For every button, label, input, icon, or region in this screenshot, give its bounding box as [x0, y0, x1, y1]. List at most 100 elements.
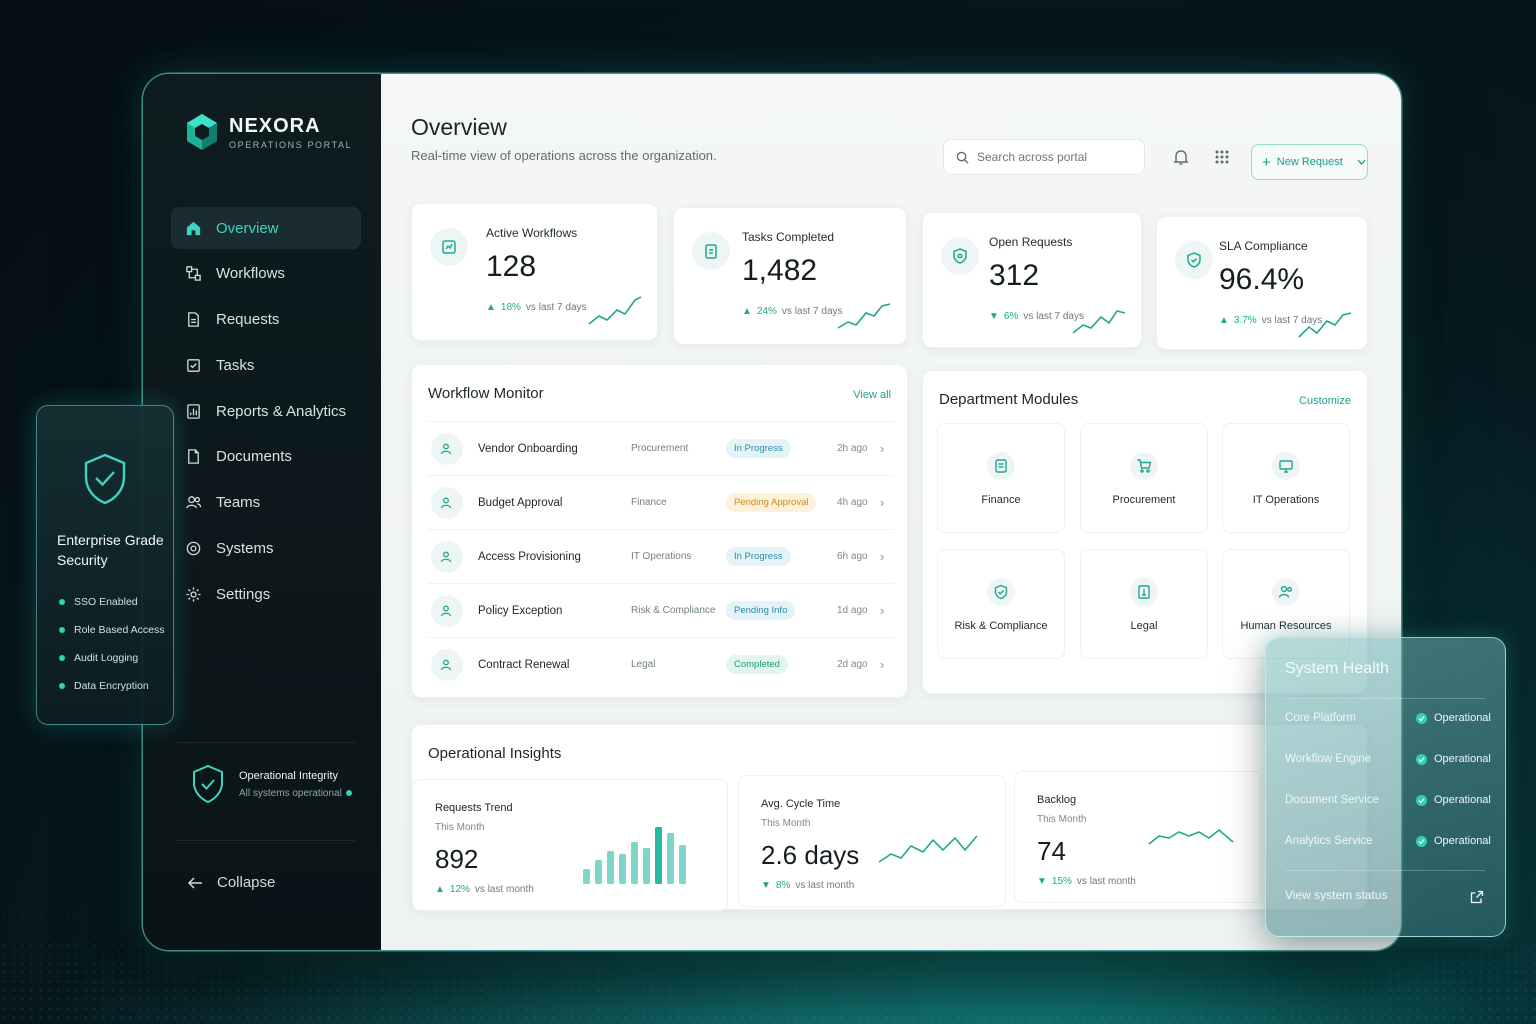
divider [1285, 870, 1485, 871]
requests-bar-chart [583, 827, 686, 884]
operational-insights-panel: Operational Insights Requests Trend This… [411, 724, 1368, 911]
delta-text: vs last month [474, 884, 534, 895]
bar [619, 854, 626, 884]
table-row[interactable]: Contract Renewal Legal Completed 2d ago … [428, 637, 894, 691]
insight-card-cycle-time[interactable]: Avg. Cycle Time This Month 2.6 days ▼ 8% v… [738, 775, 1006, 907]
check-icon [1416, 794, 1427, 806]
table-row[interactable]: Vendor Onboarding Procurement In Progres… [428, 421, 894, 475]
chevron-right-icon[interactable]: › [880, 495, 885, 510]
collapse-button[interactable]: Collapse [187, 874, 275, 891]
workflow-dept: Finance [631, 497, 667, 508]
module-label: IT Operations [1252, 494, 1320, 506]
status-label: Operational [1434, 712, 1491, 724]
brand[interactable]: NEXORA OPERATIONS PORTAL [185, 112, 352, 152]
external-link-icon[interactable] [1470, 890, 1484, 904]
module-finance[interactable]: Finance [937, 423, 1065, 533]
delta-text: vs last 7 days [781, 306, 843, 317]
stat-label: Active Workflows [486, 226, 578, 240]
workflow-time: 1d ago [837, 605, 868, 616]
sidebar-item-systems[interactable]: Systems [171, 528, 361, 570]
plus-icon: + [1262, 153, 1271, 171]
insight-card-requests-trend[interactable]: Requests Trend This Month 892 ▲ 12% vs las… [412, 779, 728, 911]
view-system-status-link[interactable]: View system status [1285, 888, 1388, 902]
status-badge: Completed [726, 655, 788, 674]
stat-card-open-requests[interactable]: Open Requests 312 ▼ 6% vs last 7 days [922, 212, 1142, 348]
table-row[interactable]: Policy Exception Risk & Compliance Pendi… [428, 583, 894, 637]
chevron-right-icon[interactable]: › [880, 549, 885, 564]
stat-label: Tasks Completed [742, 230, 835, 244]
chevron-right-icon[interactable]: › [880, 603, 885, 618]
module-label: Procurement [1112, 494, 1176, 506]
sparkline-chart [588, 296, 642, 325]
status-label: Operational [1434, 794, 1491, 806]
shield-check-icon [84, 453, 126, 505]
shield-icon [941, 237, 979, 275]
cart-icon [1130, 452, 1158, 480]
insight-period: This Month [761, 818, 811, 829]
status-label: Operational [1434, 835, 1491, 847]
status-badge: Pending Info [726, 601, 796, 620]
workflow-icon [186, 266, 201, 282]
health-row: Workflow Engine Operational [1285, 739, 1491, 779]
sidebar-item-settings[interactable]: Settings [171, 573, 361, 615]
security-title: Enterprise Grade Security [57, 532, 164, 568]
stat-card-active-workflows[interactable]: Active Workflows 128 ▲ 18% vs last 7 days [411, 203, 658, 341]
insight-delta: ▲ 12% vs last month [435, 884, 534, 895]
customize-link[interactable]: Customize [1299, 395, 1351, 407]
page-subtitle: Real-time view of operations across the … [411, 148, 717, 163]
module-procurement[interactable]: Procurement [1080, 423, 1208, 533]
brand-subtitle: OPERATIONS PORTAL [229, 139, 353, 150]
bell-icon[interactable] [1170, 146, 1192, 168]
sidebar-item-tasks[interactable]: Tasks [171, 344, 361, 386]
bar [643, 848, 650, 884]
workflow-time: 4h ago [837, 497, 868, 508]
module-legal[interactable]: Legal [1080, 549, 1208, 659]
sparkline-chart [1072, 310, 1126, 334]
stat-card-tasks-completed[interactable]: Tasks Completed 1,482 ▲ 24% vs last 7 days [673, 207, 907, 345]
stat-label: Open Requests [989, 235, 1073, 249]
module-risk-compliance[interactable]: Risk & Compliance [937, 549, 1065, 659]
triangle-up-icon: ▲ [435, 884, 445, 895]
home-icon [186, 221, 201, 235]
search-placeholder: Search across portal [977, 150, 1088, 164]
delta-value: 3.7% [1233, 315, 1257, 326]
feature-label: Data Encryption [74, 680, 149, 692]
bar [655, 827, 662, 884]
status-badge: In Progress [726, 439, 791, 458]
sidebar-item-reports[interactable]: Reports & Analytics [171, 390, 361, 432]
module-it-operations[interactable]: IT Operations [1222, 423, 1350, 533]
triangle-up-icon: ▲ [742, 306, 752, 317]
delta-value: 8% [775, 880, 791, 891]
service-status: Operational [1416, 712, 1491, 724]
table-row[interactable]: Budget Approval Finance Pending Approval… [428, 475, 894, 529]
operational-integrity: Operational Integrity All systems operat… [191, 764, 352, 804]
triangle-down-icon: ▼ [1037, 876, 1047, 887]
sidebar-item-workflows[interactable]: Workflows [171, 253, 361, 295]
chevron-right-icon[interactable]: › [880, 441, 885, 456]
file-icon [188, 449, 199, 465]
view-all-link[interactable]: View all [853, 389, 891, 401]
insight-card-backlog[interactable]: Backlog This Month 74 ▼ 15% vs last month [1014, 771, 1262, 903]
new-request-label: New Request [1276, 156, 1343, 168]
search-input[interactable]: Search across portal [943, 139, 1145, 175]
sidebar-item-documents[interactable]: Documents [171, 436, 361, 478]
workflow-time: 2h ago [837, 443, 868, 454]
service-name: Workflow Engine [1285, 753, 1372, 765]
health-row: Core Platform Operational [1285, 698, 1491, 738]
sidebar-item-overview[interactable]: Overview [171, 207, 361, 249]
shield-check-icon [1175, 241, 1213, 279]
collapse-label: Collapse [217, 874, 276, 891]
stat-card-sla-compliance[interactable]: SLA Compliance 96.4% ▲ 3.7% vs last 7 days [1156, 216, 1368, 350]
insight-period: This Month [1037, 814, 1087, 825]
system-health-card: System Health Core Platform Operational … [1265, 637, 1506, 937]
chevron-right-icon[interactable]: › [880, 657, 885, 672]
new-request-button[interactable]: + New Request [1251, 144, 1368, 180]
workflow-name: Access Provisioning [478, 550, 581, 563]
insight-title: Requests Trend [435, 802, 513, 814]
sidebar-item-requests[interactable]: Requests [171, 299, 361, 341]
sidebar-item-teams[interactable]: Teams [171, 482, 361, 524]
monitor-icon [1272, 452, 1300, 480]
apps-grid-icon[interactable] [1211, 146, 1233, 168]
table-row[interactable]: Access Provisioning IT Operations In Pro… [428, 529, 894, 583]
document-icon [188, 312, 199, 327]
